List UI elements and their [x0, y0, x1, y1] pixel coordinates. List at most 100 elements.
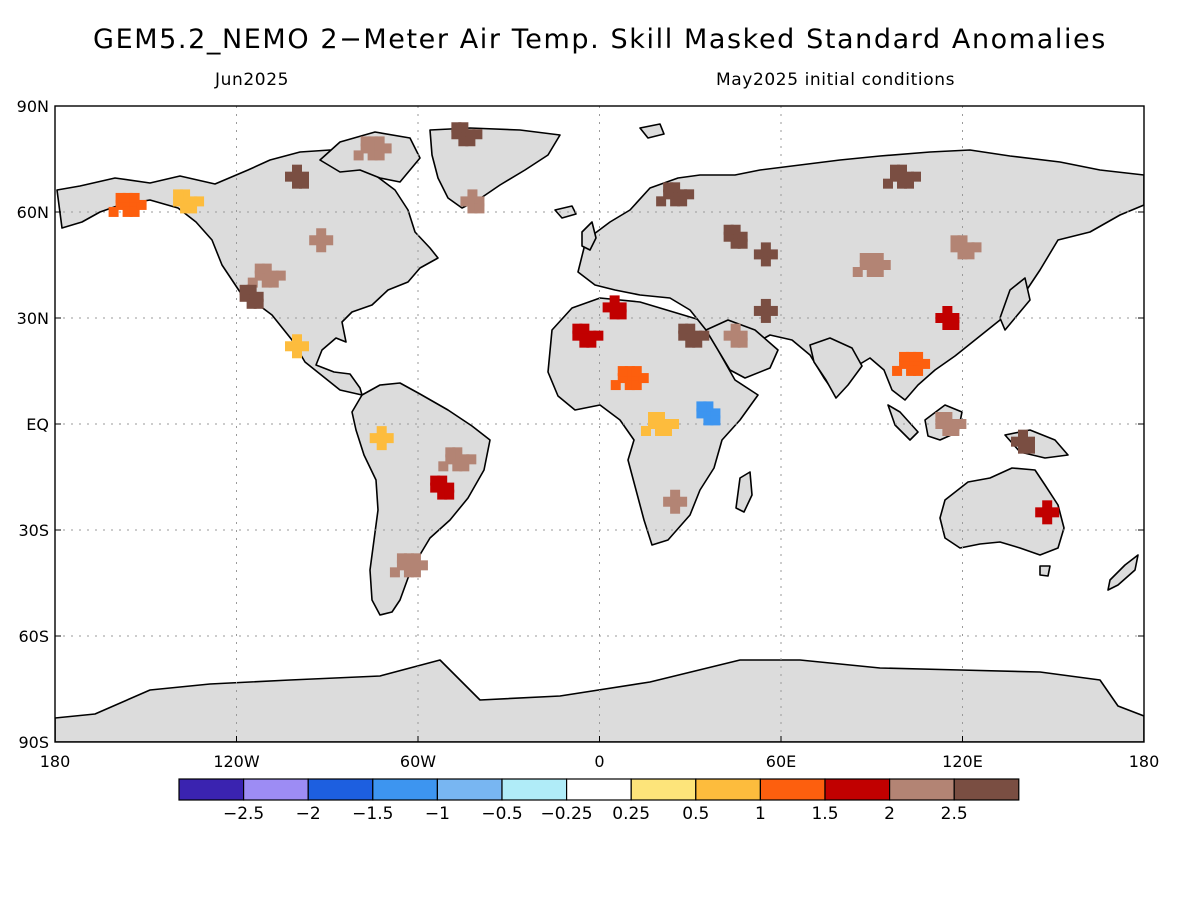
anomaly-cell: [942, 313, 953, 323]
anomaly-cell: [899, 351, 910, 362]
anomaly-cell: [247, 277, 258, 288]
anomaly-cell: [616, 302, 627, 313]
anomaly-cell: [663, 496, 674, 507]
anomaly-cell: [396, 553, 407, 564]
anomaly-cell: [760, 312, 771, 323]
anomaly-cell: [1049, 507, 1060, 518]
anomaly-cell: [685, 323, 696, 334]
colorbar-bin: [436, 778, 503, 801]
anomaly-cell: [374, 136, 385, 147]
anomaly-cell: [467, 189, 478, 200]
anomaly-cell: [445, 454, 456, 465]
anomaly-cell: [609, 309, 620, 320]
anomaly-cell: [655, 419, 665, 429]
anomaly-cell: [180, 203, 191, 214]
anomaly-cell: [760, 256, 771, 267]
anomaly-cell: [122, 199, 133, 210]
anomaly-patch-hudson-west: [309, 228, 334, 253]
anomaly-cell: [670, 496, 681, 507]
anomaly-cell: [866, 253, 877, 263]
anomaly-cell: [685, 337, 696, 348]
anomaly-cell: [677, 196, 688, 207]
anomaly-cell: [906, 365, 917, 376]
anomaly-cell: [460, 196, 471, 207]
anomaly-patch-argentina: [389, 553, 428, 578]
anomaly-cell: [624, 366, 635, 377]
anomaly-patch-us-rockies: [239, 284, 264, 309]
anomaly-cell: [1018, 436, 1028, 447]
anomaly-cell: [957, 249, 968, 260]
anomaly-cell: [1042, 514, 1053, 525]
anomaly-cell: [859, 253, 870, 263]
anomaly-cell: [369, 433, 380, 444]
anomaly-cell: [275, 270, 286, 281]
anomaly-cell: [299, 178, 309, 189]
anomaly-cell: [451, 129, 462, 140]
colorbar: −2.5 −2 −1.5 −1 −0.5 −0.25 0.25 0.5 1 1.5 2 2.5: [178, 778, 1020, 824]
anomaly-cell: [723, 224, 734, 235]
anomaly-cell: [381, 143, 392, 154]
anomaly-cell: [360, 143, 371, 154]
anomaly-cell: [396, 560, 407, 571]
madagascar: [735, 471, 753, 513]
anomaly-cell: [753, 305, 764, 316]
anomaly-cell: [648, 412, 658, 422]
lat-tick-label: 60N: [17, 203, 49, 222]
anomaly-cell: [883, 178, 893, 189]
lon-tick-label: 0: [594, 752, 604, 771]
anomaly-cell: [677, 189, 688, 200]
anomaly-cell: [949, 426, 960, 436]
lon-tick-label: 120W: [213, 752, 260, 771]
anomaly-cell: [950, 235, 961, 246]
anomaly-cell: [710, 415, 721, 426]
anomaly-cell: [638, 373, 649, 384]
anomaly-cell: [904, 178, 914, 189]
colorbar-bin: [307, 778, 374, 801]
anomaly-cell: [935, 419, 946, 429]
anomaly-cell: [1011, 436, 1021, 447]
anomaly-cell: [662, 426, 672, 436]
anomaly-patch-siberia-north: [883, 164, 921, 189]
colorbar-bin: [953, 778, 1020, 801]
anomaly-cell: [253, 291, 264, 302]
anomaly-cell: [122, 206, 133, 217]
tasmania: [1039, 565, 1051, 577]
anomaly-cell: [445, 447, 456, 458]
anomaly-cell: [292, 348, 302, 359]
anomaly-cell: [452, 461, 463, 472]
indian-subcontinent: [809, 337, 863, 399]
anomaly-cell: [430, 475, 441, 486]
anomaly-cell: [670, 196, 681, 207]
anomaly-cell: [737, 330, 748, 341]
colorbar-bin: [695, 778, 761, 801]
anomaly-cell: [678, 323, 689, 334]
anomaly-cell: [467, 203, 478, 214]
anomaly-patch-kazakhstan: [753, 242, 778, 267]
anomaly-patch-north-africa: [602, 295, 627, 320]
colorbar-bin: [759, 778, 826, 801]
anomaly-cell: [173, 189, 184, 200]
graticule: [55, 106, 1144, 742]
anomaly-cell: [389, 567, 400, 578]
anomaly-cell: [602, 302, 613, 313]
anomaly-cell: [586, 337, 597, 348]
anomaly-cell: [866, 260, 877, 270]
anomaly-cell: [299, 341, 309, 352]
north-america-landmass: [56, 149, 439, 396]
anomaly-cell: [572, 330, 583, 341]
anomaly-cell: [1042, 500, 1053, 511]
anomaly-cell: [430, 482, 441, 493]
anomaly-patch-amazon-west: [369, 426, 394, 451]
colorbar-label: −2.5: [223, 804, 264, 824]
anomaly-cell: [873, 260, 884, 270]
lat-tick-label: 30N: [17, 309, 49, 328]
land-masses: [55, 123, 1144, 742]
anomaly-cell: [859, 260, 870, 270]
anomaly-cell: [1035, 507, 1046, 518]
anomaly-cell: [648, 419, 658, 429]
colorbar-label: −1: [425, 804, 450, 824]
anomaly-cell: [459, 461, 470, 472]
anomaly-cell: [268, 270, 279, 281]
anomaly-patch-egypt: [678, 323, 710, 348]
anomaly-cell: [292, 334, 302, 345]
